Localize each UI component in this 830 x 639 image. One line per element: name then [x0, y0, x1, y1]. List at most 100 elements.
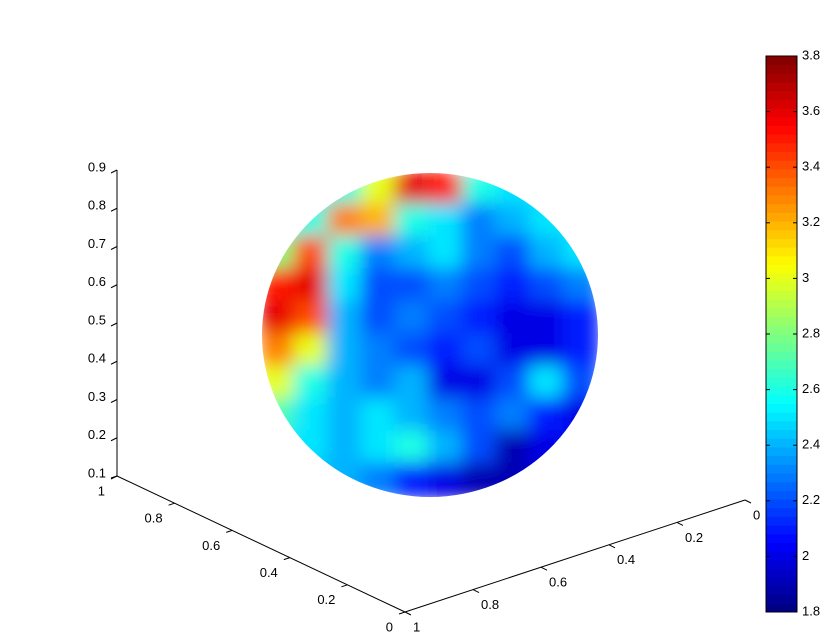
surface-cell	[461, 173, 500, 208]
surface-cell	[293, 462, 332, 497]
surface-cell	[461, 235, 500, 273]
surface-cell	[262, 397, 298, 435]
colorbar-step	[766, 151, 797, 161]
colorbar-step	[766, 490, 797, 500]
colorbar-step	[766, 516, 797, 526]
surface-cell	[293, 268, 332, 305]
z-tick-label: 0.6	[88, 274, 106, 289]
colorbar-tick-label: 2.4	[802, 437, 820, 452]
colorbar-tick-label: 2.6	[802, 381, 820, 396]
surface-cell	[293, 430, 332, 467]
surface-cell	[360, 462, 399, 497]
surface-cell	[528, 203, 567, 240]
z-tick	[110, 246, 118, 250]
colorbar-step	[766, 90, 797, 100]
surface-cell	[461, 203, 500, 240]
y-tick	[540, 566, 548, 571]
colorbar-step	[766, 525, 797, 535]
y-tick	[608, 544, 616, 549]
colorbar-tick-label: 1.8	[802, 603, 820, 618]
x-tick-label: 0.6	[202, 538, 220, 553]
surface-cell	[461, 462, 500, 497]
colorbar-tick-label: 3	[802, 270, 809, 285]
colorbar-step	[766, 464, 797, 474]
surface-cell	[495, 235, 533, 273]
y-tick-label: 0.8	[481, 597, 499, 612]
surface-cell	[360, 235, 399, 273]
colorbar-step	[766, 351, 797, 361]
surface-cell	[528, 333, 567, 370]
colorbar-step	[766, 446, 797, 457]
surface-cell	[495, 430, 533, 467]
colorbar-step	[766, 221, 797, 231]
surface-cell	[394, 173, 432, 208]
colorbar-step	[766, 507, 797, 517]
surface-cell	[327, 203, 365, 240]
colorbar-step	[766, 108, 797, 118]
surface-cell	[428, 365, 466, 402]
z-tick-label: 0.3	[88, 389, 106, 404]
surface-cell	[360, 397, 399, 435]
colorbar-step	[766, 594, 797, 604]
surface-cell	[495, 462, 533, 497]
surface-cell	[495, 333, 533, 370]
surface-cell	[293, 235, 332, 273]
surface-cell	[495, 203, 533, 240]
colorbar-step	[766, 394, 797, 404]
colorbar-step	[766, 603, 797, 612]
surface-cell	[528, 268, 567, 305]
surface-cell	[293, 365, 332, 402]
z-tick-label: 0.1	[88, 465, 106, 480]
surface-cell	[327, 235, 365, 273]
colorbar-step	[766, 568, 797, 578]
surface-cell	[528, 430, 567, 467]
colorbar-step	[766, 73, 797, 83]
surface-cell	[428, 333, 466, 370]
colorbar-step	[766, 116, 797, 126]
y-axis	[404, 499, 746, 613]
z-tick	[110, 284, 118, 289]
z-tick	[110, 207, 118, 212]
y-tick-label: 1	[413, 619, 420, 634]
colorbar-step	[766, 168, 797, 179]
x-axis	[116, 475, 406, 613]
surface-cell	[461, 268, 500, 305]
colorbar-step	[766, 360, 797, 370]
y-tick	[404, 611, 412, 616]
z-tick	[110, 399, 118, 403]
colorbar-step	[766, 281, 797, 292]
colorbar-tick-label: 2.2	[802, 492, 820, 507]
colorbar-step	[766, 195, 797, 205]
surface-cell	[327, 333, 365, 370]
surface-cell	[360, 333, 399, 370]
surface-cell	[262, 462, 298, 497]
z-tick	[110, 322, 118, 327]
colorbar-step	[766, 203, 797, 213]
surface-cell	[262, 268, 298, 305]
surface-cell	[528, 462, 567, 497]
colorbar-step	[766, 533, 797, 543]
colorbar-tick-label: 2.8	[802, 325, 820, 340]
colorbar-step	[766, 429, 797, 439]
surface-cell	[293, 397, 332, 435]
colorbar-tick-label: 3.6	[802, 103, 820, 118]
x-tick-label: 0.4	[260, 565, 278, 580]
colorbar-step	[766, 403, 797, 413]
y-tick-label: 0	[753, 507, 760, 522]
colorbar-tick-label: 3.4	[802, 159, 820, 174]
colorbar-step	[766, 368, 797, 378]
colorbar	[766, 56, 797, 612]
colorbar-step	[766, 455, 797, 465]
surface-cell	[394, 397, 432, 435]
surface-cell	[394, 430, 432, 467]
surface-cell	[562, 365, 598, 402]
surface-cell	[428, 203, 466, 240]
surface-cell	[394, 268, 432, 305]
surface-cell	[293, 300, 332, 337]
z-tick	[110, 169, 118, 174]
colorbar-step	[766, 142, 797, 153]
surface-cell	[394, 203, 432, 240]
surface-cell	[428, 268, 466, 305]
y-tick-label: 0.4	[617, 552, 635, 567]
colorbar-step	[766, 559, 797, 570]
